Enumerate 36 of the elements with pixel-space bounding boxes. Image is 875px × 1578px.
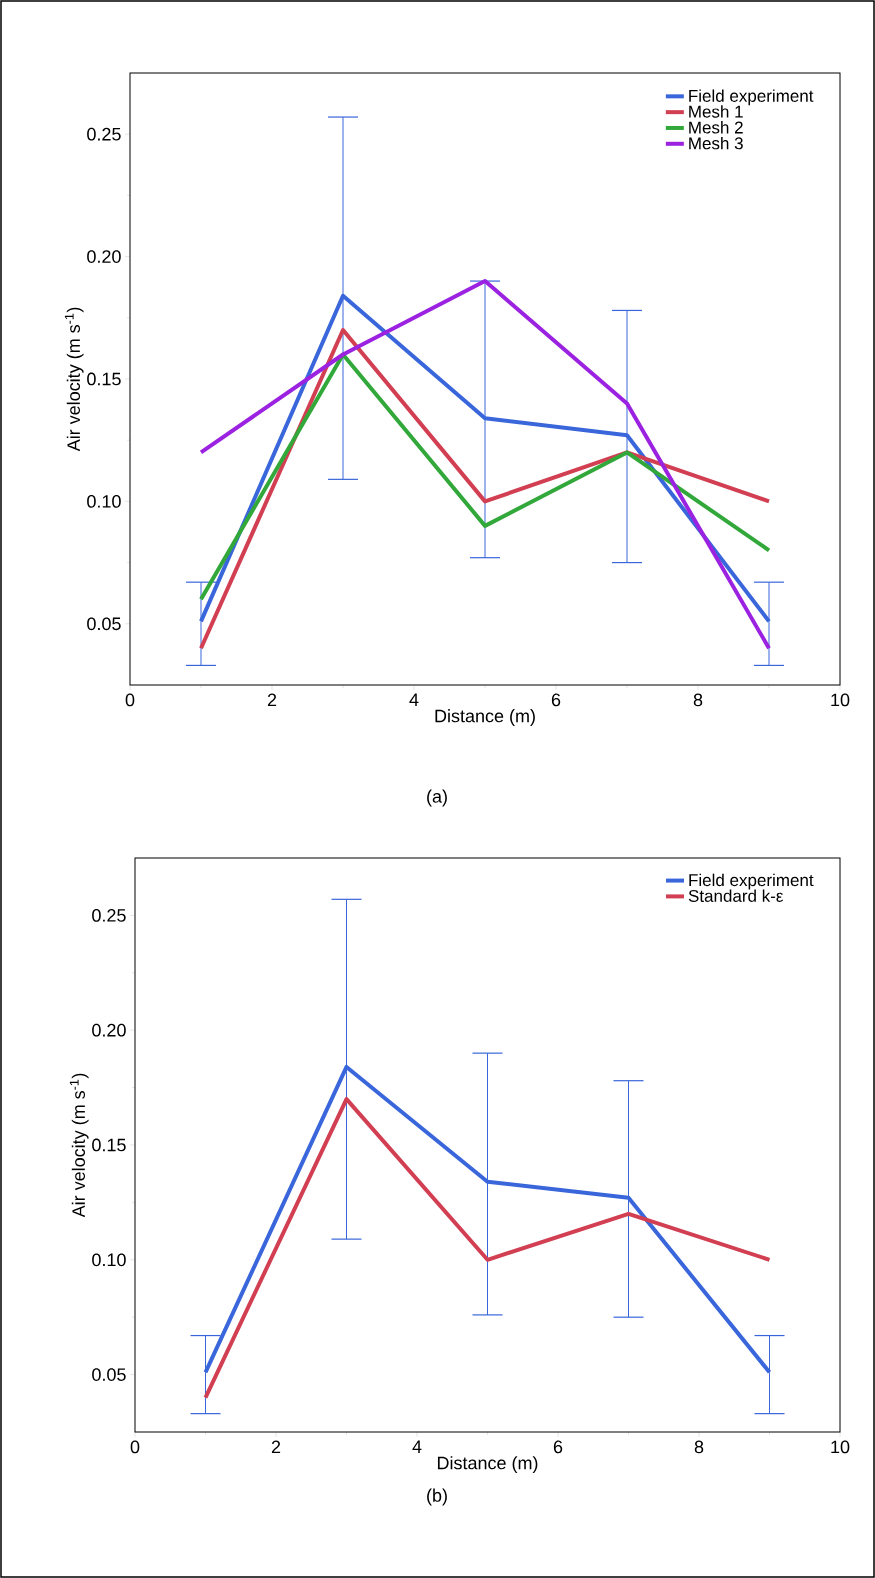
- y-axis-title: Air velocity (m s$^{-1}$): [69, 1073, 89, 1218]
- legend-label: Mesh 2: [689, 121, 743, 134]
- x-tick-label: 8: [694, 1440, 704, 1454]
- y-tick-label: 0.10: [92, 1253, 126, 1267]
- x-tick-label: 8: [693, 693, 703, 707]
- text: (b): [427, 1488, 447, 1506]
- y-tick-label: 0.05: [87, 617, 121, 631]
- legend-label: Mesh 1: [689, 105, 743, 118]
- y-tick-label: 0.10: [87, 495, 121, 508]
- y-axis-title: Air velocity (m s$^{-1}$): [64, 307, 84, 452]
- x-axis-title: Distance (m): [437, 1456, 538, 1473]
- x-tick-label: 4: [412, 1440, 422, 1453]
- x-tick-label: 2: [271, 1440, 281, 1454]
- y-tick-label: 0.25: [92, 909, 126, 922]
- y-tick-label: 0.25: [87, 127, 121, 141]
- legend-label: Mesh 3: [689, 136, 743, 150]
- x-tick-label: 0: [125, 693, 135, 707]
- x-tick-label: 0: [130, 1440, 140, 1454]
- y-tick-label: 0.15: [92, 1138, 126, 1152]
- legend-label: Field experiment: [689, 873, 814, 890]
- legend-label: Field experiment: [689, 89, 814, 106]
- line-series: [199, 352, 772, 602]
- y-tick-label: 0.20: [92, 1023, 126, 1037]
- legend-label: Standard k-ε: [688, 889, 784, 902]
- x-tick-label: 6: [553, 1440, 563, 1454]
- text: (a): [427, 789, 447, 807]
- y-tick-label: 0.20: [87, 250, 121, 263]
- x-tick-label: 10: [831, 1440, 850, 1454]
- y-tick-label: 0.15: [87, 372, 121, 386]
- y-tick-label: 0.05: [92, 1368, 126, 1381]
- x-tick-label: 6: [551, 693, 561, 707]
- x-tick-label: 2: [267, 693, 277, 707]
- x-tick-label: 10: [831, 693, 850, 707]
- x-tick-label: 4: [409, 693, 419, 706]
- line-series: [203, 1097, 772, 1400]
- x-axis-title: Distance (m): [435, 709, 535, 726]
